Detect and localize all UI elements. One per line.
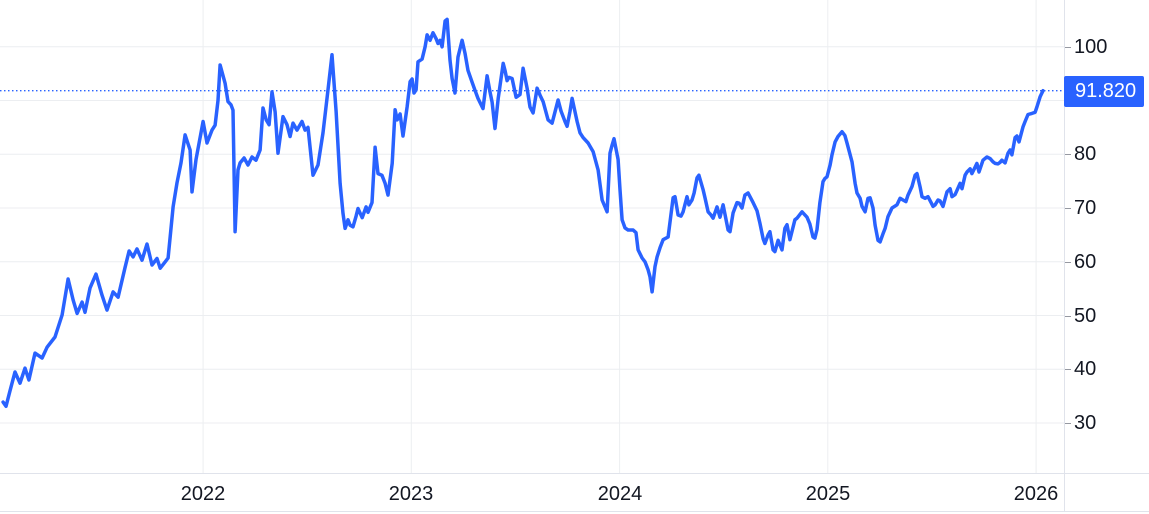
axis-corner-separator — [1064, 473, 1065, 512]
time-tick-label: 2023 — [388, 483, 434, 505]
widget-bottom-border — [0, 511, 1149, 512]
price-axis-tick — [1065, 262, 1071, 263]
price-tick-label: 70 — [1074, 197, 1097, 219]
time-tick-label: 2022 — [180, 483, 226, 505]
price-axis-tick — [1065, 423, 1071, 424]
price-axis-tick — [1065, 316, 1071, 317]
price-tick-label: 60 — [1074, 251, 1097, 273]
price-axis-tick — [1065, 208, 1071, 209]
price-tick-label: 50 — [1074, 305, 1097, 327]
price-chart-plot[interactable] — [0, 0, 1064, 473]
time-tick-label: 2026 — [1013, 483, 1059, 505]
price-line-series — [1, 17, 1045, 409]
price-tick-label: 40 — [1074, 358, 1097, 380]
time-tick-label: 2024 — [597, 483, 643, 505]
time-axis[interactable]: 2022 2023 2024 2025 2026 — [0, 473, 1149, 512]
time-tick-label: 2025 — [805, 483, 851, 505]
price-axis-tick — [1065, 369, 1071, 370]
current-price-label: 91.820 — [1075, 80, 1137, 102]
price-axis-tick — [1065, 154, 1071, 155]
chart-canvas — [0, 0, 1064, 473]
price-tick-label: 80 — [1074, 143, 1097, 165]
price-tick-label: 100 — [1074, 36, 1108, 58]
price-tick-label: 30 — [1074, 412, 1097, 434]
current-price-badge: 91.820 — [1064, 76, 1144, 107]
price-axis-tick — [1065, 47, 1071, 48]
price-axis[interactable]: 91.820 100 80 70 60 50 40 30 — [1064, 0, 1149, 473]
